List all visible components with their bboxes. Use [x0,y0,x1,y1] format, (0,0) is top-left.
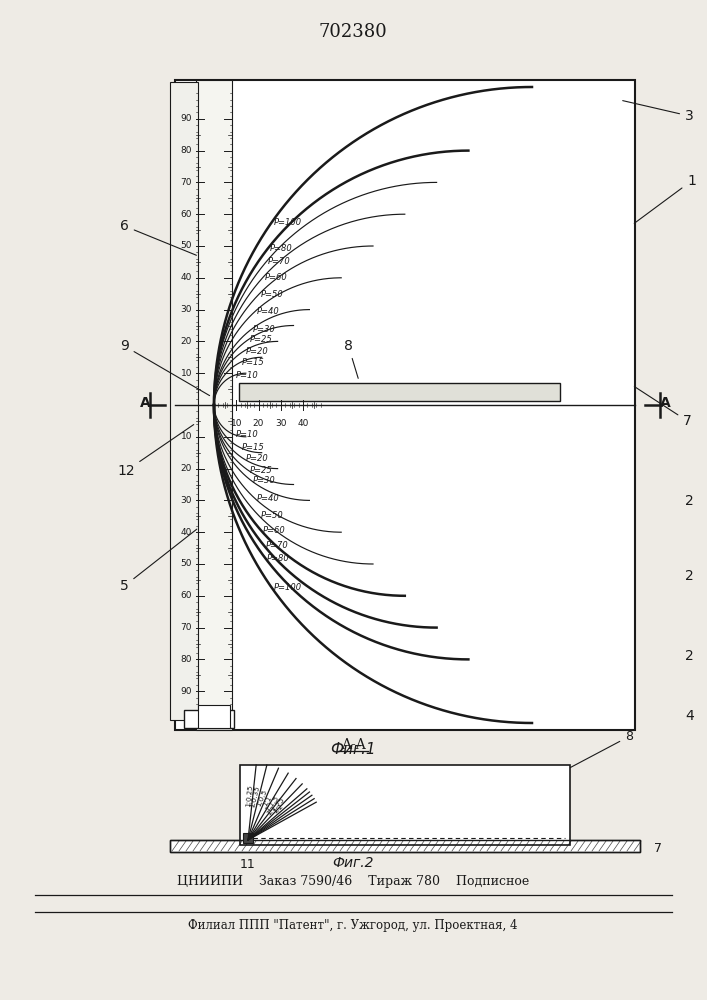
Text: P=50: P=50 [261,290,284,299]
Text: 2: 2 [685,649,694,663]
Text: 20: 20 [180,464,192,473]
Bar [243,833,253,843]
Bar [239,383,560,401]
Text: 1:0.35: 1:0.35 [250,785,261,808]
Text: 50: 50 [180,241,192,250]
Text: 8: 8 [344,339,358,378]
Text: 90: 90 [180,687,192,696]
Text: 7: 7 [634,387,691,428]
Text: A: A [660,396,670,410]
Bar [170,840,640,852]
Text: P=25: P=25 [250,466,273,475]
Text: P=60: P=60 [265,273,288,282]
Text: P=40: P=40 [257,494,279,503]
Text: P=100: P=100 [274,218,302,227]
Text: 8: 8 [563,730,633,772]
Text: P=50: P=50 [261,511,284,520]
Text: 30: 30 [275,419,286,428]
Text: 60: 60 [180,591,192,600]
Text: 10: 10 [180,369,192,378]
Text: 7: 7 [654,842,662,854]
Text: 3: 3 [623,101,694,123]
Text: 1:1: 1:1 [262,794,273,807]
Polygon shape [196,80,232,730]
Text: 60: 60 [180,210,192,219]
Text: A-A: A-A [341,738,366,752]
Text: 9: 9 [120,339,209,396]
Text: P=10: P=10 [236,371,259,380]
Text: Филиал ППП "Патент", г. Ужгород, ул. Проектная, 4: Филиал ППП "Патент", г. Ужгород, ул. Про… [188,920,518,932]
Text: 70: 70 [180,178,192,187]
Bar [170,840,640,852]
Text: 80: 80 [180,146,192,155]
Text: 1:1.75: 1:1.75 [266,796,286,816]
Text: 2: 2 [685,569,694,583]
Text: P=40: P=40 [257,307,279,316]
Text: P=30: P=30 [252,325,276,334]
Bar [198,705,230,728]
Text: 1:0.25: 1:0.25 [245,785,254,807]
Text: P=30: P=30 [252,476,276,485]
Bar [184,710,234,728]
Polygon shape [170,82,198,720]
Text: 4: 4 [685,709,694,723]
Text: 40: 40 [180,528,192,537]
Text: 20: 20 [253,419,264,428]
Text: P=15: P=15 [241,358,264,367]
Text: 40: 40 [298,419,309,428]
Text: P=70: P=70 [268,257,291,266]
Text: P=25: P=25 [250,335,273,344]
Bar [240,765,570,845]
Text: Фиг.1: Фиг.1 [330,742,376,758]
Text: A: A [139,396,151,410]
Text: 2: 2 [685,494,694,508]
Text: 30: 30 [180,496,192,505]
Text: P=80: P=80 [270,244,293,253]
Text: 12: 12 [117,425,194,478]
Text: 5: 5 [120,529,197,593]
Text: 702380: 702380 [319,23,387,41]
Text: P=100: P=100 [274,583,302,592]
Text: P=20: P=20 [246,347,269,356]
Text: P=15: P=15 [241,443,264,452]
Text: 10: 10 [292,812,308,824]
Text: 90: 90 [180,114,192,123]
Text: 1:0.5: 1:0.5 [256,789,268,808]
Text: 20: 20 [180,337,192,346]
Text: 1:2: 1:2 [272,803,285,815]
Text: P=10: P=10 [235,430,258,439]
Text: 6: 6 [120,219,197,255]
Text: 1: 1 [634,174,696,223]
Text: Фиг.2: Фиг.2 [332,856,374,870]
Text: 50: 50 [180,560,192,568]
Text: 30: 30 [180,305,192,314]
Polygon shape [175,80,635,730]
Text: ЦНИИПИ    Заказ 7590/46    Тираж 780    Подписное: ЦНИИПИ Заказ 7590/46 Тираж 780 Подписное [177,874,529,888]
Text: 10: 10 [230,419,242,428]
Text: 10: 10 [180,432,192,441]
Text: P=70: P=70 [266,541,288,550]
Text: P=60: P=60 [263,526,286,535]
Text: 80: 80 [180,655,192,664]
Text: P=80: P=80 [267,554,290,563]
Text: 70: 70 [180,623,192,632]
Text: P=20: P=20 [246,454,269,463]
Text: 1:1.5: 1:1.5 [264,794,280,812]
Text: 11: 11 [240,857,256,870]
Text: 40: 40 [180,273,192,282]
